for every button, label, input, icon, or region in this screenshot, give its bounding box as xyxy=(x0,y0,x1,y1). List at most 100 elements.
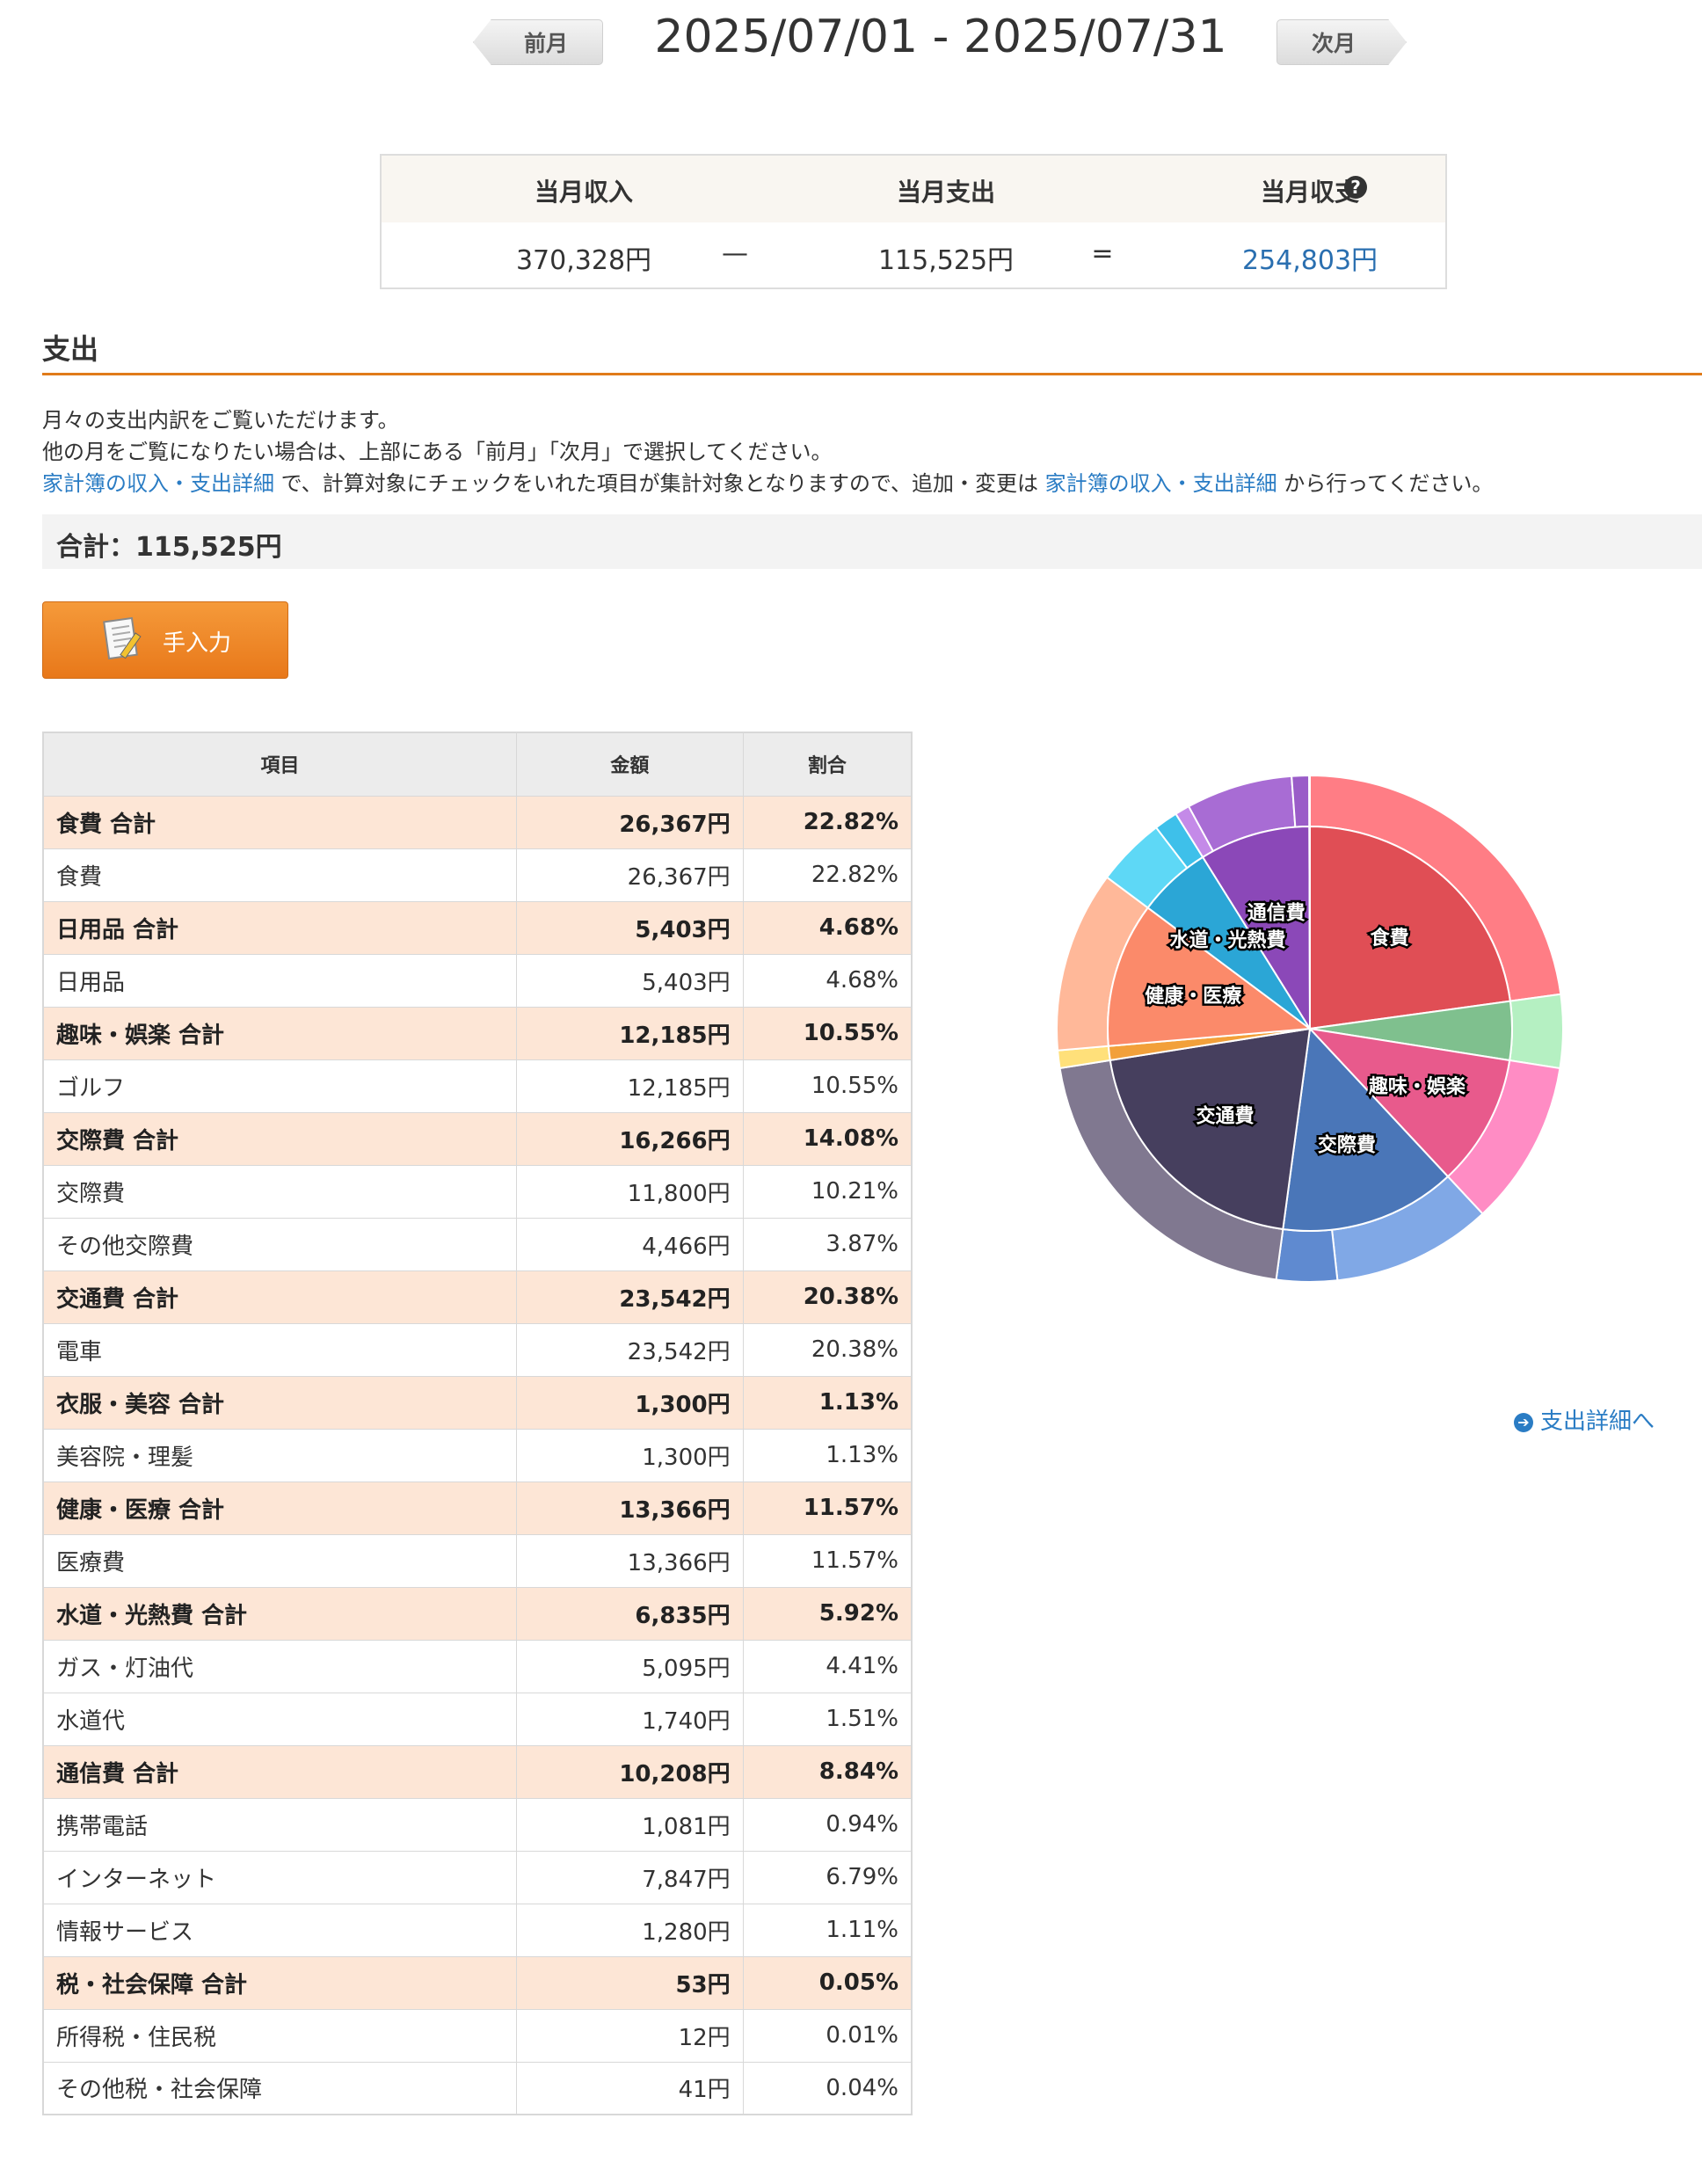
table-row: 日用品 5,403円 4.68% xyxy=(42,953,913,1008)
item-name-cell: 美容院・理髪 xyxy=(42,1428,518,1482)
amount-cell: 23,542円 xyxy=(516,1322,744,1377)
household-detail-link[interactable]: 家計簿の収入・支出詳細 xyxy=(42,471,274,496)
table-row: その他交際費 4,466円 3.87% xyxy=(42,1217,913,1271)
item-name-cell: 交際費 合計 xyxy=(42,1111,518,1166)
ratio-cell: 10.55% xyxy=(742,1006,913,1060)
ratio-cell: 4.68% xyxy=(742,900,913,955)
table-row: その他税・社会保障 41円 0.04% xyxy=(42,2061,913,2115)
table-row: 情報サービス 1,280円 1.11% xyxy=(42,1903,913,1957)
amount-cell: 11,800円 xyxy=(516,1164,744,1219)
section-divider xyxy=(42,373,1702,375)
ratio-cell: 3.87% xyxy=(742,1217,913,1271)
equals-sign: = xyxy=(1091,238,1114,269)
total-amount: 合計：115,525円 xyxy=(56,532,282,563)
income-label: 当月収入 xyxy=(534,178,633,207)
ratio-cell: 11.57% xyxy=(742,1481,913,1535)
item-name-cell: ゴルフ xyxy=(42,1059,518,1113)
table-header-row: 項目 金額 割合 xyxy=(42,732,913,797)
expense-detail-link[interactable]: ➔ 支出詳細へ xyxy=(1514,1403,1655,1436)
category-total-row: 衣服・美容 合計 1,300円 1.13% xyxy=(42,1375,913,1430)
amount-cell: 23,542円 xyxy=(516,1270,744,1324)
ratio-cell: 22.82% xyxy=(742,795,913,849)
minus-sign: — xyxy=(722,238,748,269)
memo-pencil-icon xyxy=(103,616,142,660)
expense-value: 115,525円 xyxy=(877,245,1015,276)
household-detail-link-2[interactable]: 家計簿の収入・支出詳細 xyxy=(1044,471,1277,496)
ratio-cell: 1.11% xyxy=(742,1903,913,1957)
item-name-cell: 衣服・美容 合計 xyxy=(42,1375,518,1430)
amount-cell: 6,835円 xyxy=(516,1586,744,1641)
item-name-cell: 水道・光熱費 合計 xyxy=(42,1586,518,1641)
ratio-cell: 4.68% xyxy=(742,953,913,1008)
category-total-row: 交際費 合計 16,266円 14.08% xyxy=(42,1111,913,1166)
item-name-cell: 趣味・娯楽 合計 xyxy=(42,1006,518,1060)
table-row: インターネット 7,847円 6.79% xyxy=(42,1850,913,1904)
ratio-cell: 1.13% xyxy=(742,1375,913,1430)
category-total-row: 通信費 合計 10,208円 8.84% xyxy=(42,1744,913,1799)
amount-cell: 5,095円 xyxy=(516,1639,744,1693)
pie-slice-交通費 xyxy=(1109,1027,1312,1231)
amount-cell: 13,366円 xyxy=(516,1533,744,1588)
ratio-cell: 11.57% xyxy=(742,1533,913,1588)
pie-slice-税・社会保障 xyxy=(1308,825,1311,1030)
ratio-cell: 4.41% xyxy=(742,1639,913,1693)
amount-cell: 5,403円 xyxy=(516,953,744,1008)
category-total-row: 交通費 合計 23,542円 20.38% xyxy=(42,1270,913,1324)
amount-cell: 12,185円 xyxy=(516,1006,744,1060)
pie-slice-日用品 xyxy=(1509,993,1564,1070)
ratio-cell: 6.79% xyxy=(742,1850,913,1904)
amount-cell: 12,185円 xyxy=(516,1059,744,1113)
next-month-button[interactable]: 次月 xyxy=(1276,19,1407,65)
ratio-cell: 0.05% xyxy=(742,1955,913,2010)
category-total-row: 趣味・娯楽 合計 12,185円 10.55% xyxy=(42,1006,913,1060)
item-name-cell: 健康・医療 合計 xyxy=(42,1481,518,1535)
item-name-cell: 情報サービス xyxy=(42,1903,518,1957)
pie-slice-その他税・社会保障 xyxy=(1308,774,1311,828)
question-circle-icon[interactable]: ? xyxy=(1344,176,1367,199)
amount-cell: 1,300円 xyxy=(516,1375,744,1430)
ratio-cell: 1.13% xyxy=(742,1428,913,1482)
ratio-cell: 20.38% xyxy=(742,1270,913,1324)
ratio-cell: 5.92% xyxy=(742,1586,913,1641)
table-row: 携帯電話 1,081円 0.94% xyxy=(42,1797,913,1852)
ratio-cell: 0.01% xyxy=(742,2008,913,2063)
expense-label: 当月支出 xyxy=(896,178,995,207)
table-row: 所得税・住民税 12円 0.01% xyxy=(42,2008,913,2063)
ratio-cell: 0.94% xyxy=(742,1797,913,1852)
pie-slice-食費 xyxy=(1309,825,1511,1030)
pie-label-健康・医療: 健康・医療 xyxy=(1145,985,1241,1008)
item-name-cell: ガス・灯油代 xyxy=(42,1639,518,1693)
expense-detail-label: 支出詳細へ xyxy=(1540,1409,1655,1435)
ratio-cell: 10.21% xyxy=(742,1164,913,1219)
item-name-cell: 携帯電話 xyxy=(42,1797,518,1852)
item-name-cell: 水道代 xyxy=(42,1692,518,1746)
period-title: 2025/07/01 - 2025/07/31 xyxy=(654,11,1227,63)
pie-slice-交際費 xyxy=(1282,1026,1450,1232)
prev-month-button[interactable]: 前月 xyxy=(473,19,603,65)
amount-cell: 16,266円 xyxy=(516,1111,744,1166)
pie-label-趣味・娯楽: 趣味・娯楽 xyxy=(1368,1075,1466,1098)
ratio-cell: 10.55% xyxy=(742,1059,913,1113)
ratio-cell: 14.08% xyxy=(742,1111,913,1166)
item-name-cell: 日用品 xyxy=(42,953,518,1008)
table-row: 医療費 13,366円 11.57% xyxy=(42,1533,913,1588)
pie-slice-情報サービス xyxy=(1291,774,1311,828)
table-row: ガス・灯油代 5,095円 4.41% xyxy=(42,1639,913,1693)
ratio-cell: 8.84% xyxy=(742,1744,913,1799)
pie-label-食費: 食費 xyxy=(1371,927,1409,950)
item-name-cell: 医療費 xyxy=(42,1533,518,1588)
pie-slice-通信費 xyxy=(1201,825,1312,1032)
amount-cell: 7,847円 xyxy=(516,1850,744,1904)
manual-input-button[interactable]: 手入力 xyxy=(42,601,288,679)
item-name-cell: 通信費 合計 xyxy=(42,1744,518,1799)
pie-label-交際費: 交際費 xyxy=(1318,1133,1376,1156)
item-name-cell: 交通費 合計 xyxy=(42,1270,518,1324)
total-bar: 合計：115,525円 xyxy=(42,514,1702,569)
table-row: 水道代 1,740円 1.51% xyxy=(42,1692,913,1746)
ratio-cell: 20.38% xyxy=(742,1322,913,1377)
balance-value: 254,803円 xyxy=(1241,245,1378,276)
amount-cell: 1,740円 xyxy=(516,1692,744,1746)
description-line-2: 他の月をご覧になりたい場合は、上部にある「前月」「次月」で選択してください。 xyxy=(42,440,833,464)
manual-input-label: 手入力 xyxy=(163,630,232,657)
table-row: 食費 26,367円 22.82% xyxy=(42,848,913,902)
